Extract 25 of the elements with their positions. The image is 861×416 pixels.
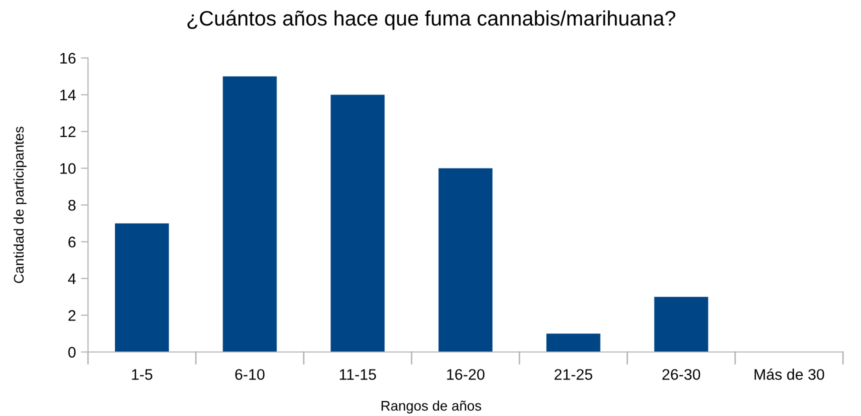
bar xyxy=(438,168,492,352)
bar xyxy=(546,334,600,352)
chart-title: ¿Cuántos años hace que fuma cannabis/marihuana? xyxy=(187,10,676,30)
y-tick-label: 8 xyxy=(68,200,76,211)
y-tick-label: 2 xyxy=(68,310,76,321)
x-tick-label: 26-30 xyxy=(662,369,700,380)
x-axis-title: Rangos de años xyxy=(382,400,482,414)
x-tick-label: 21-25 xyxy=(554,369,592,380)
x-tick-label: 11-15 xyxy=(340,369,376,380)
y-tick-label: 16 xyxy=(60,52,76,64)
bar xyxy=(330,94,385,352)
bar xyxy=(114,223,169,352)
y-tick-label: 10 xyxy=(60,163,76,174)
bar xyxy=(654,296,708,352)
y-axis-title: Cantidad de participantes xyxy=(14,126,26,284)
x-tick-label: 16-20 xyxy=(447,369,484,380)
x-tick-label: Más de 30 xyxy=(754,368,824,380)
x-tick-label: 1-5 xyxy=(132,369,152,380)
y-tick-label: 12 xyxy=(60,126,76,138)
y-tick-label: 4 xyxy=(68,274,76,284)
bar xyxy=(222,76,277,352)
y-tick-label: 14 xyxy=(60,90,76,100)
y-tick-label: 0 xyxy=(68,346,76,358)
y-tick-label: 6 xyxy=(68,236,76,248)
x-tick-label: 6-10 xyxy=(235,369,264,380)
